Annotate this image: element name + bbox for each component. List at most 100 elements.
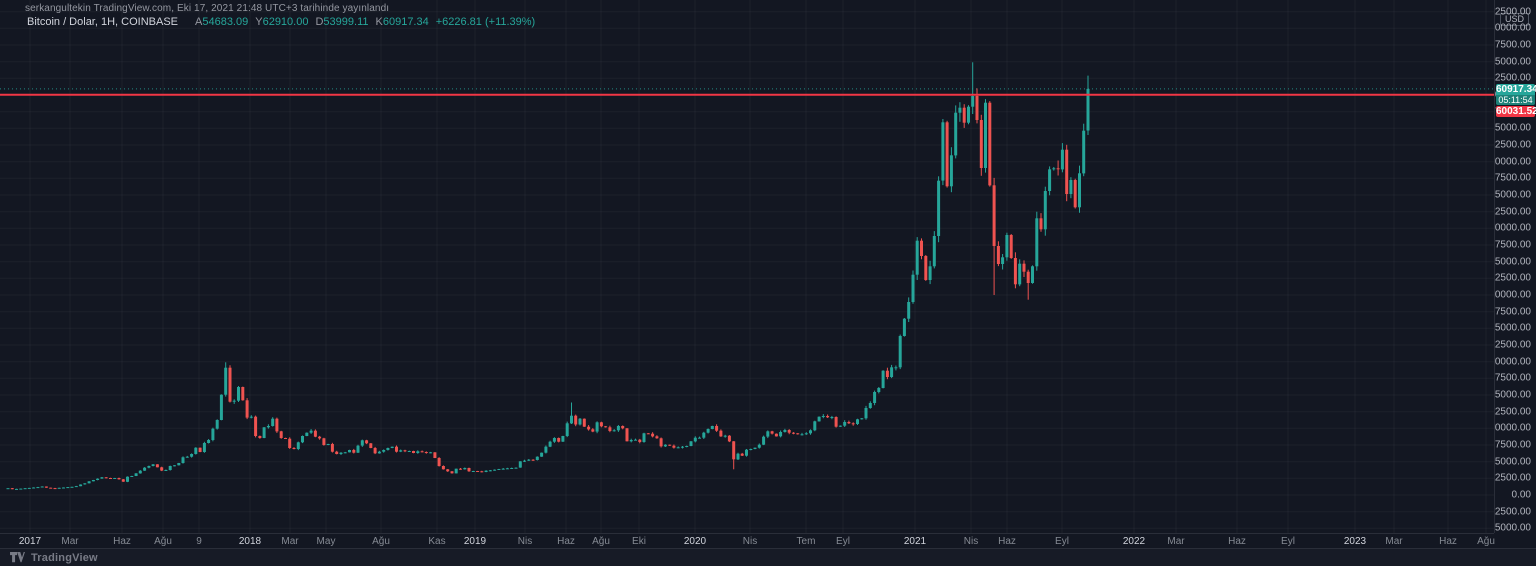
candle <box>928 260 932 285</box>
high-label: Y <box>255 16 263 28</box>
candle <box>322 437 326 446</box>
time-axis[interactable]: 2017 Mar Haz Ağu 9 2018 Mar May Ağu Kas 2019 Nis Haz… <box>0 533 1495 548</box>
time-tick-label: Ağu <box>372 536 390 547</box>
time-tick-label: 2021 <box>903 536 927 547</box>
candle <box>732 441 736 470</box>
candle <box>992 177 996 295</box>
time-tick-label: Tem <box>796 536 816 547</box>
candle <box>207 439 211 444</box>
candle <box>838 425 842 427</box>
candle <box>57 487 61 489</box>
tradingview-logo-icon[interactable] <box>10 552 25 563</box>
candle <box>23 488 27 490</box>
candle <box>740 452 744 456</box>
price-tick-label: 30000.00 <box>1494 289 1531 301</box>
time-tick-label: Kas <box>428 536 446 547</box>
candle <box>202 441 206 453</box>
price-tick-label: 12500.00 <box>1494 406 1531 418</box>
candle <box>330 442 334 453</box>
candle <box>843 420 847 427</box>
candle <box>241 386 245 401</box>
candle <box>134 473 138 477</box>
last-price-value: 60917.34 <box>1496 84 1536 95</box>
candle <box>681 446 684 449</box>
candle <box>74 485 78 488</box>
candle <box>868 401 872 409</box>
candle <box>284 437 287 439</box>
candle <box>988 101 992 187</box>
candle <box>1022 260 1026 277</box>
candle <box>668 444 672 446</box>
candle <box>971 62 975 114</box>
candle <box>587 425 591 431</box>
candle <box>49 487 53 489</box>
tradingview-brand-text[interactable]: TradingView <box>31 551 98 564</box>
price-tick-label: -5000.00 <box>1494 522 1531 533</box>
candle <box>365 439 369 445</box>
price-tick-label: 5000.00 <box>1494 456 1531 468</box>
candle <box>288 437 292 449</box>
candle <box>591 428 595 433</box>
candles <box>6 62 1090 490</box>
time-tick-label: Mar <box>281 536 299 547</box>
candle <box>1035 211 1039 271</box>
candle <box>117 477 121 480</box>
candle <box>902 318 906 337</box>
price-axis[interactable]: USD -5000.00 -2500.00 0.00 2500.00 5000.00 75… <box>1494 0 1536 533</box>
candle <box>762 435 766 446</box>
chart-plot-area[interactable]: serkangultekin TradingView.com, Eki 17, … <box>0 0 1494 533</box>
candle <box>130 475 134 477</box>
candle <box>710 425 714 430</box>
candle <box>621 425 625 430</box>
candle <box>544 445 548 454</box>
close-value: 60917.34 <box>382 16 429 28</box>
candle <box>599 421 603 428</box>
time-tick-label: 2017 <box>18 536 42 547</box>
candle <box>958 102 962 122</box>
price-tick-label: 67500.00 <box>1494 39 1531 51</box>
candle <box>698 436 701 439</box>
time-tick-label: 9 <box>196 536 202 547</box>
candle <box>655 435 659 439</box>
candle <box>463 467 467 470</box>
candle <box>753 447 757 450</box>
time-tick-label: Ağu <box>592 536 610 547</box>
time-tick-label: Haz <box>998 536 1016 547</box>
candle <box>915 237 919 280</box>
candle <box>800 432 804 436</box>
candle <box>651 432 655 438</box>
candle <box>719 429 723 437</box>
candle <box>813 420 817 432</box>
candle <box>864 405 868 420</box>
candle <box>975 88 979 124</box>
candle <box>745 449 748 457</box>
symbol-title[interactable]: Bitcoin / Dolar, 1H, COINBASE <box>27 16 178 28</box>
candle <box>1065 144 1069 202</box>
close-label: K <box>375 16 383 28</box>
time-tick-label: Ağu <box>1477 536 1495 547</box>
candle <box>258 435 262 439</box>
time-tick-label: Eyl <box>1055 536 1069 547</box>
candle <box>173 465 176 467</box>
candle <box>138 470 142 474</box>
candle <box>663 444 667 447</box>
candle <box>237 386 240 402</box>
candle <box>920 238 923 260</box>
candle <box>540 452 544 457</box>
candle <box>1069 177 1073 199</box>
candle <box>792 432 795 435</box>
candle <box>480 470 484 473</box>
price-tick-label: 72500.00 <box>1494 6 1531 18</box>
candle <box>736 452 740 460</box>
time-tick-label: Mar <box>1385 536 1403 547</box>
candle <box>642 432 646 443</box>
currency-chip[interactable]: USD <box>1499 13 1529 26</box>
candle <box>245 398 249 420</box>
candle <box>1018 259 1022 287</box>
candle <box>894 365 898 371</box>
candle <box>557 437 561 443</box>
candle <box>911 270 915 304</box>
publish-watermark: serkangultekin TradingView.com, Eki 17, … <box>25 3 390 14</box>
candle <box>326 443 330 446</box>
time-tick-label: Haz <box>1439 536 1457 547</box>
